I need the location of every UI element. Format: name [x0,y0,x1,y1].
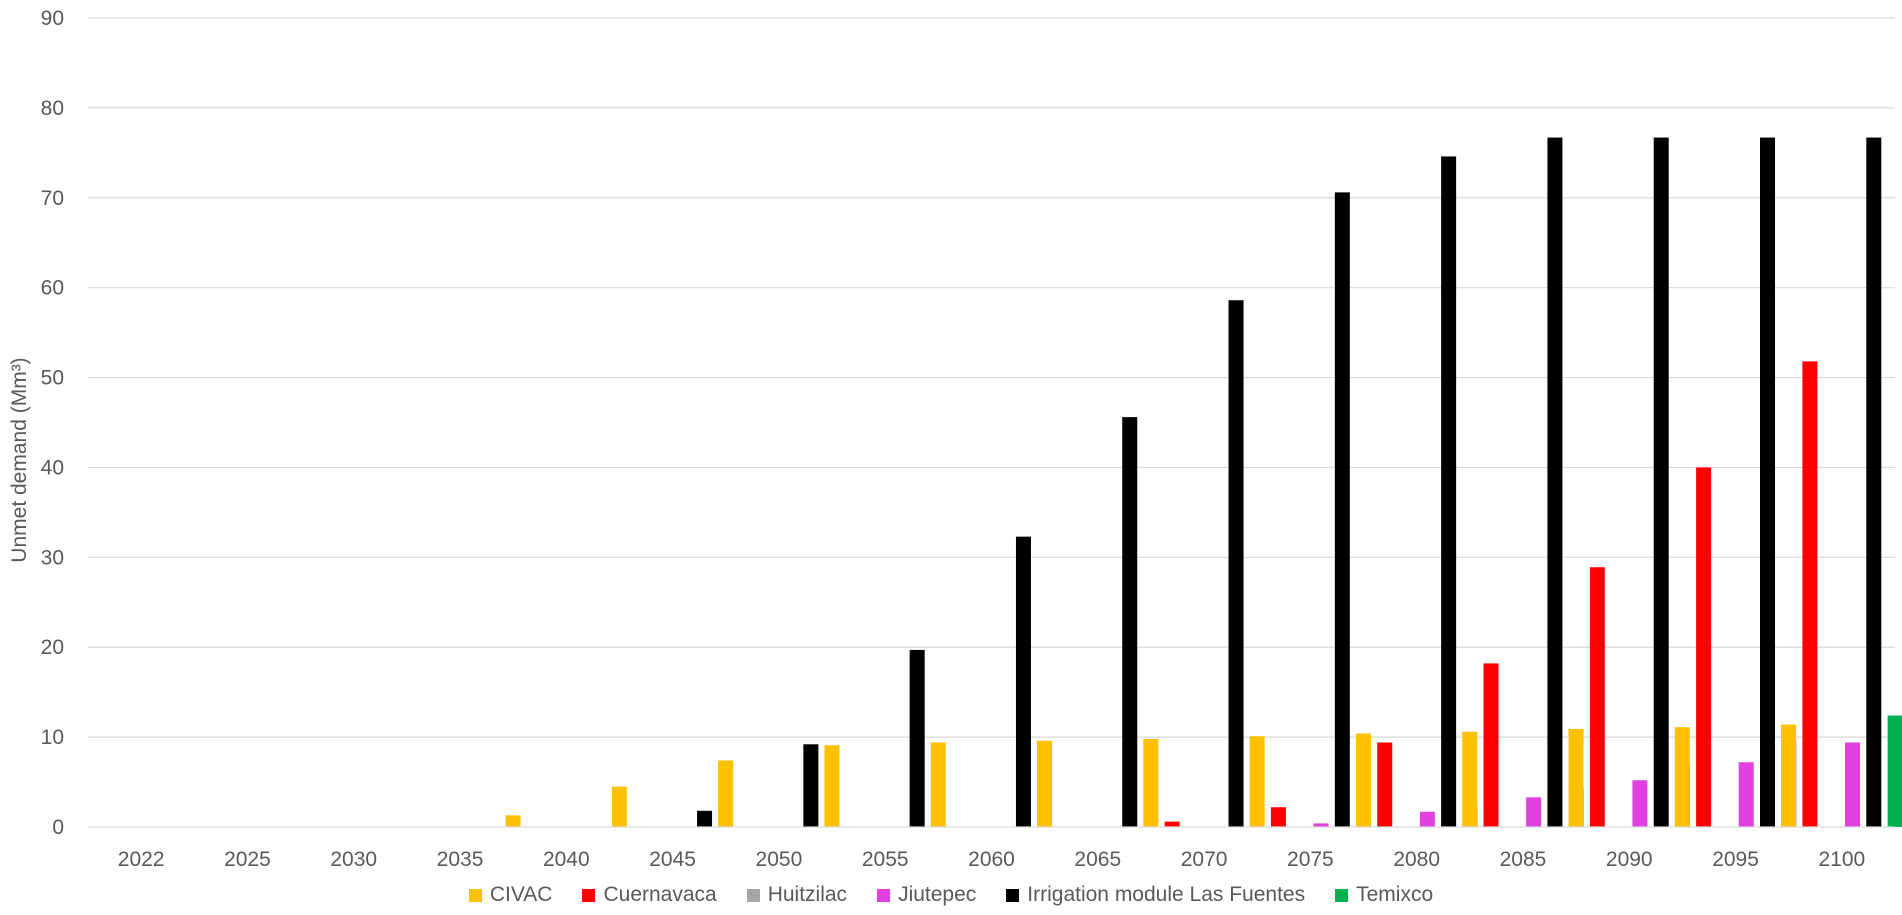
bar-cuernavaca-2085 [1483,663,1499,827]
bar-cuernavaca-2090 [1589,567,1605,827]
legend-item: Cuernavaca [582,883,717,907]
bar-civac-2045 [611,786,627,827]
bar-civac-2055 [824,745,840,827]
x-tick-label: 2030 [330,848,377,871]
legend-swatch [1335,888,1349,902]
y-tick-label: 70 [41,187,64,210]
legend-label: Irrigation module Las Fuentes [1027,883,1306,906]
x-tick-label: 2065 [1074,848,1121,871]
legend-label: Huitzilac [767,883,848,906]
bar-cuernavaca-2080 [1377,742,1393,827]
bar-jiutepec-2090 [1632,780,1648,827]
bar-jiutepec-2095 [1738,762,1754,827]
x-tick-label: 2045 [649,848,696,871]
y-tick-label: 90 [41,7,64,30]
bar-jiutepec-2080 [1419,811,1435,827]
x-tick-label: 2090 [1606,848,1653,871]
x-tick-label: 2035 [437,848,484,871]
legend-swatch [746,888,760,902]
bar-cuernavaca-2075 [1270,807,1286,827]
legend-label: Temixco [1356,883,1434,906]
legend-swatch [1006,888,1020,902]
legend-item: Irrigation module Las Fuentes [1006,883,1305,907]
bar-cuernavaca-2070 [1164,821,1180,827]
bar-temixco-2100 [1887,715,1902,827]
bar-irrigation-module-las-fuentes-2070 [1228,300,1244,827]
bar-civac-2040 [505,815,521,827]
y-tick-label: 60 [41,277,64,300]
bar-cuernavaca-2100 [1802,361,1818,827]
bar-jiutepec-2085 [1526,797,1542,827]
legend-item: Jiutepec [877,883,976,907]
bar-irrigation-module-las-fuentes-2055 [909,649,925,827]
bar-civac-2075 [1249,736,1265,827]
bar-irrigation-module-las-fuentes-2080 [1441,156,1457,827]
legend-swatch [877,888,891,902]
y-axis-title: Unmet demand (Mm³) [8,357,31,563]
x-tick-label: 2022 [118,848,165,871]
y-tick-label: 30 [41,546,64,569]
gridlines [88,17,1895,738]
x-tick-label: 2095 [1712,848,1759,871]
bar-irrigation-module-las-fuentes-2050 [803,744,819,827]
bar-irrigation-module-las-fuentes-2095 [1760,137,1776,827]
y-tick-label: 20 [41,636,64,659]
bar-jiutepec-2075 [1313,823,1329,827]
bar-civac-2060 [930,742,946,827]
bar-civac-2100 [1781,724,1797,827]
bar-jiutepec-2100 [1845,742,1861,827]
legend-label: Cuernavaca [603,883,717,906]
x-axis-ticks: 2022 2025 2030 2035 2040 2045 2050 2055 2060 2065… [118,848,1865,871]
x-tick-label: 2100 [1818,848,1865,871]
bars [505,137,1902,827]
x-tick-label: 2070 [1181,848,1228,871]
x-tick-label: 2085 [1500,848,1547,871]
bar-cuernavaca-2095 [1696,467,1712,827]
y-tick-label: 40 [41,456,64,479]
bar-civac-2090 [1568,729,1584,827]
legend-swatch [582,888,596,902]
bar-civac-2095 [1674,727,1690,827]
x-tick-label: 2080 [1393,848,1440,871]
bar-irrigation-module-las-fuentes-2045 [697,810,713,827]
bar-irrigation-module-las-fuentes-2060 [1015,536,1031,827]
y-tick-label: 10 [41,726,64,749]
legend-item: Temixco [1335,883,1433,907]
bar-civac-2085 [1462,731,1478,827]
legend-item: Huitzilac [746,883,848,907]
bar-civac-2080 [1355,733,1371,827]
x-tick-label: 2050 [756,848,803,871]
legend: CIVAC Cuernavaca Huitzilac Jiutepec Irrigati… [0,880,1902,910]
bar-civac-2070 [1143,738,1159,827]
legend-label: CIVAC [489,883,553,906]
y-axis-ticks: 0 10 20 30 40 50 60 70 80 90 [41,7,64,839]
legend-swatch [468,888,482,902]
bar-civac-2065 [1037,740,1053,827]
y-tick-label: 80 [41,97,64,120]
x-tick-label: 2040 [543,848,590,871]
y-tick-label: 50 [41,367,64,390]
bar-irrigation-module-las-fuentes-2100 [1866,137,1882,827]
bar-civac-2050 [718,760,734,827]
x-tick-label: 2055 [862,848,909,871]
bar-irrigation-module-las-fuentes-2090 [1653,137,1669,827]
bar-irrigation-module-las-fuentes-2075 [1334,192,1350,827]
x-tick-label: 2025 [224,848,271,871]
bar-irrigation-module-las-fuentes-2065 [1122,417,1138,827]
bar-irrigation-module-las-fuentes-2085 [1547,137,1563,827]
x-tick-label: 2075 [1287,848,1334,871]
x-tick-label: 2060 [968,848,1015,871]
y-tick-label: 0 [52,816,64,839]
legend-item: CIVAC [468,883,553,907]
legend-label: Jiutepec [898,883,977,906]
